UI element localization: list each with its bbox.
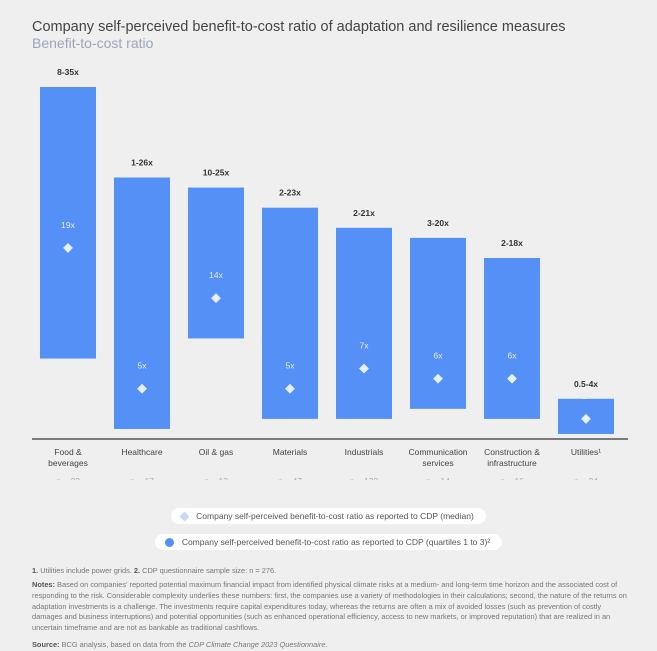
sample-size-label: n = 16 xyxy=(500,476,524,480)
sample-size-label: n = 14 xyxy=(426,476,450,480)
category-label: beverages xyxy=(48,458,88,468)
median-label: 7x xyxy=(360,341,370,351)
sample-size-label: n = 123 xyxy=(350,476,379,480)
category-label: Healthcare xyxy=(121,447,162,457)
sample-size-label: n = 47 xyxy=(278,476,302,480)
chart-title: Company self-perceived benefit-to-cost r… xyxy=(32,19,566,35)
median-label: 5x xyxy=(286,361,296,371)
circle-icon xyxy=(164,537,174,547)
diamond-icon xyxy=(179,511,190,521)
notes: Notes: Based on companies' reported pote… xyxy=(32,580,627,633)
quartile-bar xyxy=(484,257,540,419)
category-label: Oil & gas xyxy=(199,447,234,457)
median-marker xyxy=(285,383,295,394)
range-label: 2-23x xyxy=(279,188,301,198)
median-marker xyxy=(63,242,73,253)
category-label: Communication xyxy=(408,447,467,457)
category-label: Food & xyxy=(54,447,82,457)
median-label: 5x xyxy=(138,361,148,371)
category-label: Materials xyxy=(273,447,307,457)
quartile-bar xyxy=(40,87,96,359)
sample-size-label: n = 22 xyxy=(56,476,80,480)
median-label: 19x xyxy=(61,220,75,230)
median-marker xyxy=(433,373,443,384)
range-label: 8-35x xyxy=(57,67,79,77)
category-label: services xyxy=(422,458,453,468)
legend-quartiles-label: Company self-perceived benefit-to-cost r… xyxy=(181,537,491,547)
median-marker xyxy=(581,413,591,424)
footnote-1: 1. Utilities include power grids. 2. CDP… xyxy=(32,566,277,575)
legend-quartiles: Company self-perceived benefit-to-cost r… xyxy=(0,534,657,550)
median-label: 14x xyxy=(209,270,223,280)
range-label: 0.5-4x xyxy=(574,379,598,389)
category-label: Construction & xyxy=(484,447,540,457)
bar-chart: 8-35x 19x Food &beverages n = 22 1-26x 5x Heal… xyxy=(32,67,628,480)
median-marker xyxy=(137,383,147,394)
legend-median-label: Company self-perceived benefit-to-cost r… xyxy=(196,511,474,521)
category-label: Industrials xyxy=(345,447,384,457)
source: Source: BCG analysis, based on data from… xyxy=(32,640,328,649)
median-label: 2x xyxy=(582,391,592,401)
median-marker xyxy=(359,363,369,374)
median-label: 6x xyxy=(508,351,518,361)
category-label: Utilities¹ xyxy=(571,447,601,457)
sample-size-label: n = 13 xyxy=(204,476,228,480)
median-marker xyxy=(211,293,221,304)
quartile-bar xyxy=(262,207,318,419)
category-label: infrastructure xyxy=(487,458,537,468)
quartile-bar xyxy=(336,227,392,419)
range-label: 3-20x xyxy=(427,218,449,228)
median-marker xyxy=(507,373,517,384)
range-label: 2-21x xyxy=(353,208,375,218)
chart-subtitle: Benefit-to-cost ratio xyxy=(32,35,154,51)
range-label: 1-26x xyxy=(131,158,153,168)
sample-size-label: n = 24 xyxy=(574,476,598,480)
legend-median: Company self-perceived benefit-to-cost r… xyxy=(0,508,657,524)
median-label: 6x xyxy=(434,351,444,361)
range-label: 10-25x xyxy=(203,168,230,178)
quartile-bar xyxy=(188,187,244,339)
range-label: 2-18x xyxy=(501,238,523,248)
sample-size-label: n = 17 xyxy=(130,476,154,480)
